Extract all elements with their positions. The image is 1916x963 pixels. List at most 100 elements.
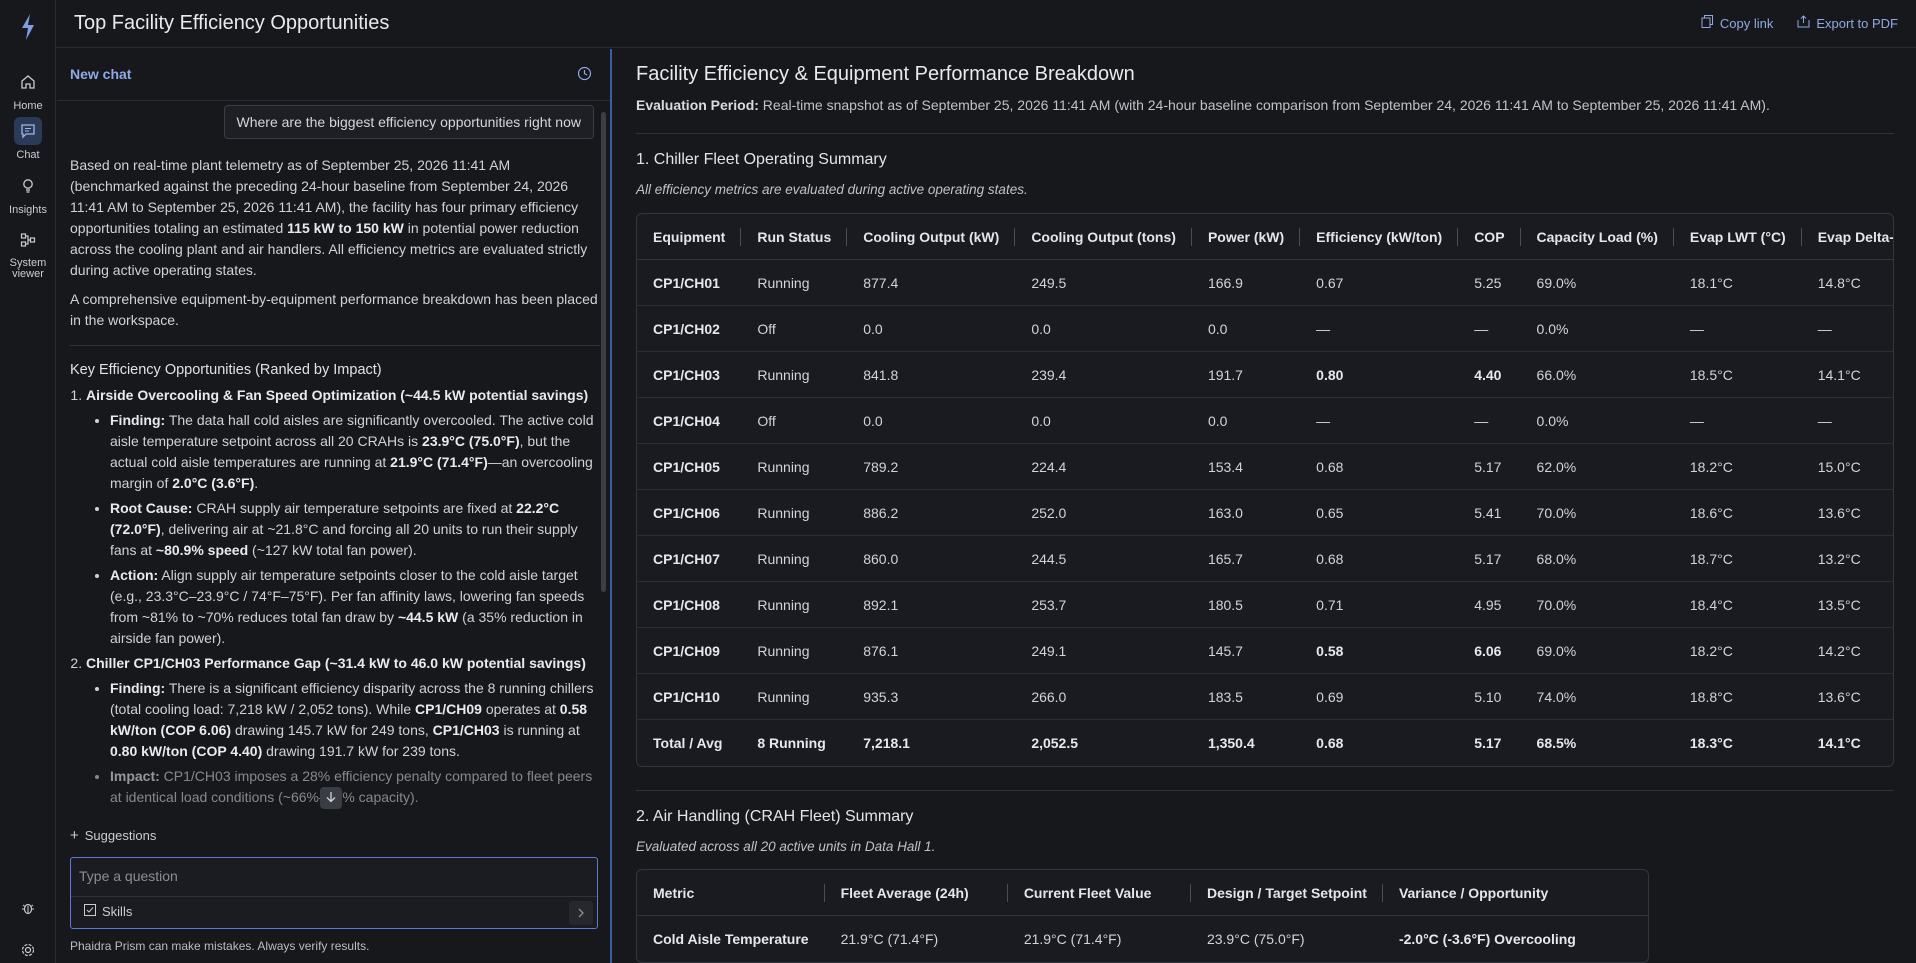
column-divider[interactable]	[1190, 228, 1192, 246]
column-header[interactable]: Equipment	[637, 214, 742, 260]
table-row: CP1/CH05 Running 789.2 224.4 153.4 0.68 5.17 62…	[637, 444, 1893, 490]
export-pdf-button[interactable]: Export to PDF	[1797, 15, 1898, 31]
column-header[interactable]: Design / Target Setpoint	[1190, 870, 1383, 916]
text: 22.2°C (72.0°F)	[110, 500, 560, 537]
chat-icon	[14, 117, 42, 145]
section-note: All efficiency metrics are evaluated dur…	[636, 182, 1028, 197]
table-cell: 18.1°C	[1673, 260, 1802, 306]
column-header[interactable]: Power (kW)	[1191, 214, 1301, 260]
column-header[interactable]: Evap Delta-T (°C)	[1801, 214, 1893, 260]
text: , delivering air at ~21.8°C and forcing …	[110, 521, 578, 558]
nav-item-label: System viewer	[9, 257, 47, 280]
table-cell: 5.17	[1458, 536, 1521, 582]
column-header[interactable]: Capacity Load (%)	[1520, 214, 1674, 260]
column-header[interactable]: Run Status	[741, 214, 848, 260]
table-cell: 0.0	[1191, 306, 1301, 352]
table-row: CP1/CH09 Running 876.1 249.1 145.7 0.58 6.06 69…	[637, 628, 1893, 674]
scroll-to-bottom-button[interactable]	[320, 787, 342, 809]
column-divider[interactable]	[1381, 884, 1383, 902]
text: is running at	[499, 722, 580, 738]
table-cell: 4.40	[1458, 352, 1521, 398]
table-cell: 244.5	[1015, 536, 1192, 582]
table-cell: 66.0%	[1520, 352, 1674, 398]
column-divider[interactable]	[1519, 228, 1521, 246]
table-cell: 18.8°C	[1673, 674, 1802, 720]
skills-label: Skills	[102, 904, 133, 919]
table-cell: 0.58	[1300, 628, 1459, 674]
chat-messages[interactable]: Where are the biggest efficiency opportu…	[57, 102, 610, 865]
table-cell: 13.6°C	[1801, 490, 1893, 536]
table-cell: 877.4	[847, 260, 1016, 306]
column-header[interactable]: Metric	[637, 870, 825, 916]
copy-link-label: Copy link	[1719, 15, 1774, 31]
nav-item-chat[interactable]: Chat	[0, 117, 56, 161]
table-cell: 5.25	[1458, 260, 1521, 306]
table-cell: 15.0°C	[1801, 444, 1893, 490]
table-cell: Total / Avg	[653, 735, 723, 751]
nav-item-system-viewer[interactable]: System viewer	[0, 226, 56, 280]
table-cell: Running	[741, 536, 848, 582]
suggestions-toggle[interactable]: + Suggestions	[70, 827, 156, 844]
settings-button[interactable]	[0, 942, 56, 961]
table-row: CP1/CH01 Running 877.4 249.5 166.9 0.67 5.25 69…	[637, 260, 1893, 306]
column-divider[interactable]	[846, 228, 848, 246]
question-input[interactable]	[79, 866, 579, 886]
table-cell: 191.7	[1191, 352, 1301, 398]
skills-button[interactable]: Skills	[84, 904, 132, 919]
column-header[interactable]: Current Fleet Value	[1007, 870, 1191, 916]
divider	[636, 790, 1894, 791]
column-header[interactable]: COP	[1458, 214, 1521, 260]
history-button[interactable]	[577, 66, 592, 84]
table-cell: Running	[741, 260, 848, 306]
table-cell: 0.0%	[1520, 398, 1674, 444]
table-cell: 13.2°C	[1801, 536, 1893, 582]
table-cell: 14.1°C	[1817, 735, 1861, 751]
app-logo-icon[interactable]	[14, 12, 42, 42]
column-header[interactable]: Fleet Average (24h)	[824, 870, 1008, 916]
table-row: CP1/CH07 Running 860.0 244.5 165.7 0.68 5.17 68…	[637, 536, 1893, 582]
column-divider[interactable]	[1672, 228, 1674, 246]
column-divider[interactable]	[1014, 228, 1016, 246]
table-cell: Cold Aisle Temperature	[653, 931, 809, 947]
workspace-note: A comprehensive equipment-by-equipment p…	[70, 291, 598, 328]
chat-composer: Skills	[70, 857, 598, 929]
chiller-table: Equipment Run Status Cooling Output (kW) Co…	[636, 213, 1894, 767]
table-cell: 935.3	[847, 674, 1016, 720]
copy-link-button[interactable]: Copy link	[1701, 15, 1773, 31]
column-divider[interactable]	[1800, 228, 1802, 246]
nav-item-home[interactable]: Home	[0, 68, 56, 112]
section-heading: Key Efficiency Opportunities (Ranked by …	[70, 362, 382, 378]
column-divider[interactable]	[740, 228, 742, 246]
table-cell: CP1/CH10	[637, 674, 742, 720]
table-cell: 876.1	[847, 628, 1016, 674]
lightbulb-icon	[14, 172, 42, 200]
text: drawing 191.7 kW for 239 tons.	[262, 743, 460, 759]
column-header[interactable]: Variance / Opportunity	[1382, 870, 1648, 916]
text: (~127 kW total fan power).	[248, 542, 417, 558]
nav-item-insights[interactable]: Insights	[0, 172, 56, 216]
text: CRAH supply air temperature setpoints ar…	[192, 500, 517, 516]
table-cell: Running	[741, 444, 848, 490]
table-cell: 5.17	[1458, 444, 1521, 490]
table-cell: CP1/CH03	[637, 352, 742, 398]
column-header[interactable]: Cooling Output (tons)	[1015, 214, 1192, 260]
bug-report-button[interactable]	[0, 900, 56, 919]
column-divider[interactable]	[1457, 228, 1459, 246]
column-header[interactable]: Evap LWT (°C)	[1673, 214, 1802, 260]
column-header[interactable]: Efficiency (kW/ton)	[1300, 214, 1459, 260]
export-pdf-label: Export to PDF	[1816, 15, 1898, 31]
table-row: CP1/CH08 Running 892.1 253.7 180.5 0.71 4.95 70…	[637, 582, 1893, 628]
send-button[interactable]	[569, 901, 593, 925]
column-divider[interactable]	[823, 884, 825, 902]
column-header[interactable]: Cooling Output (kW)	[847, 214, 1016, 260]
column-divider[interactable]	[1189, 884, 1191, 902]
table-cell: CP1/CH08	[637, 582, 742, 628]
column-divider[interactable]	[1299, 228, 1301, 246]
table-cell: Running	[741, 352, 848, 398]
text: CP1/CH03	[432, 722, 500, 738]
nav-item-label: Insights	[9, 204, 47, 216]
table-cell: —	[1673, 306, 1802, 352]
column-divider[interactable]	[1006, 884, 1008, 902]
chat-scrollbar[interactable]	[601, 112, 606, 592]
list-item: Finding: The data hall cold aisles are s…	[110, 410, 600, 494]
